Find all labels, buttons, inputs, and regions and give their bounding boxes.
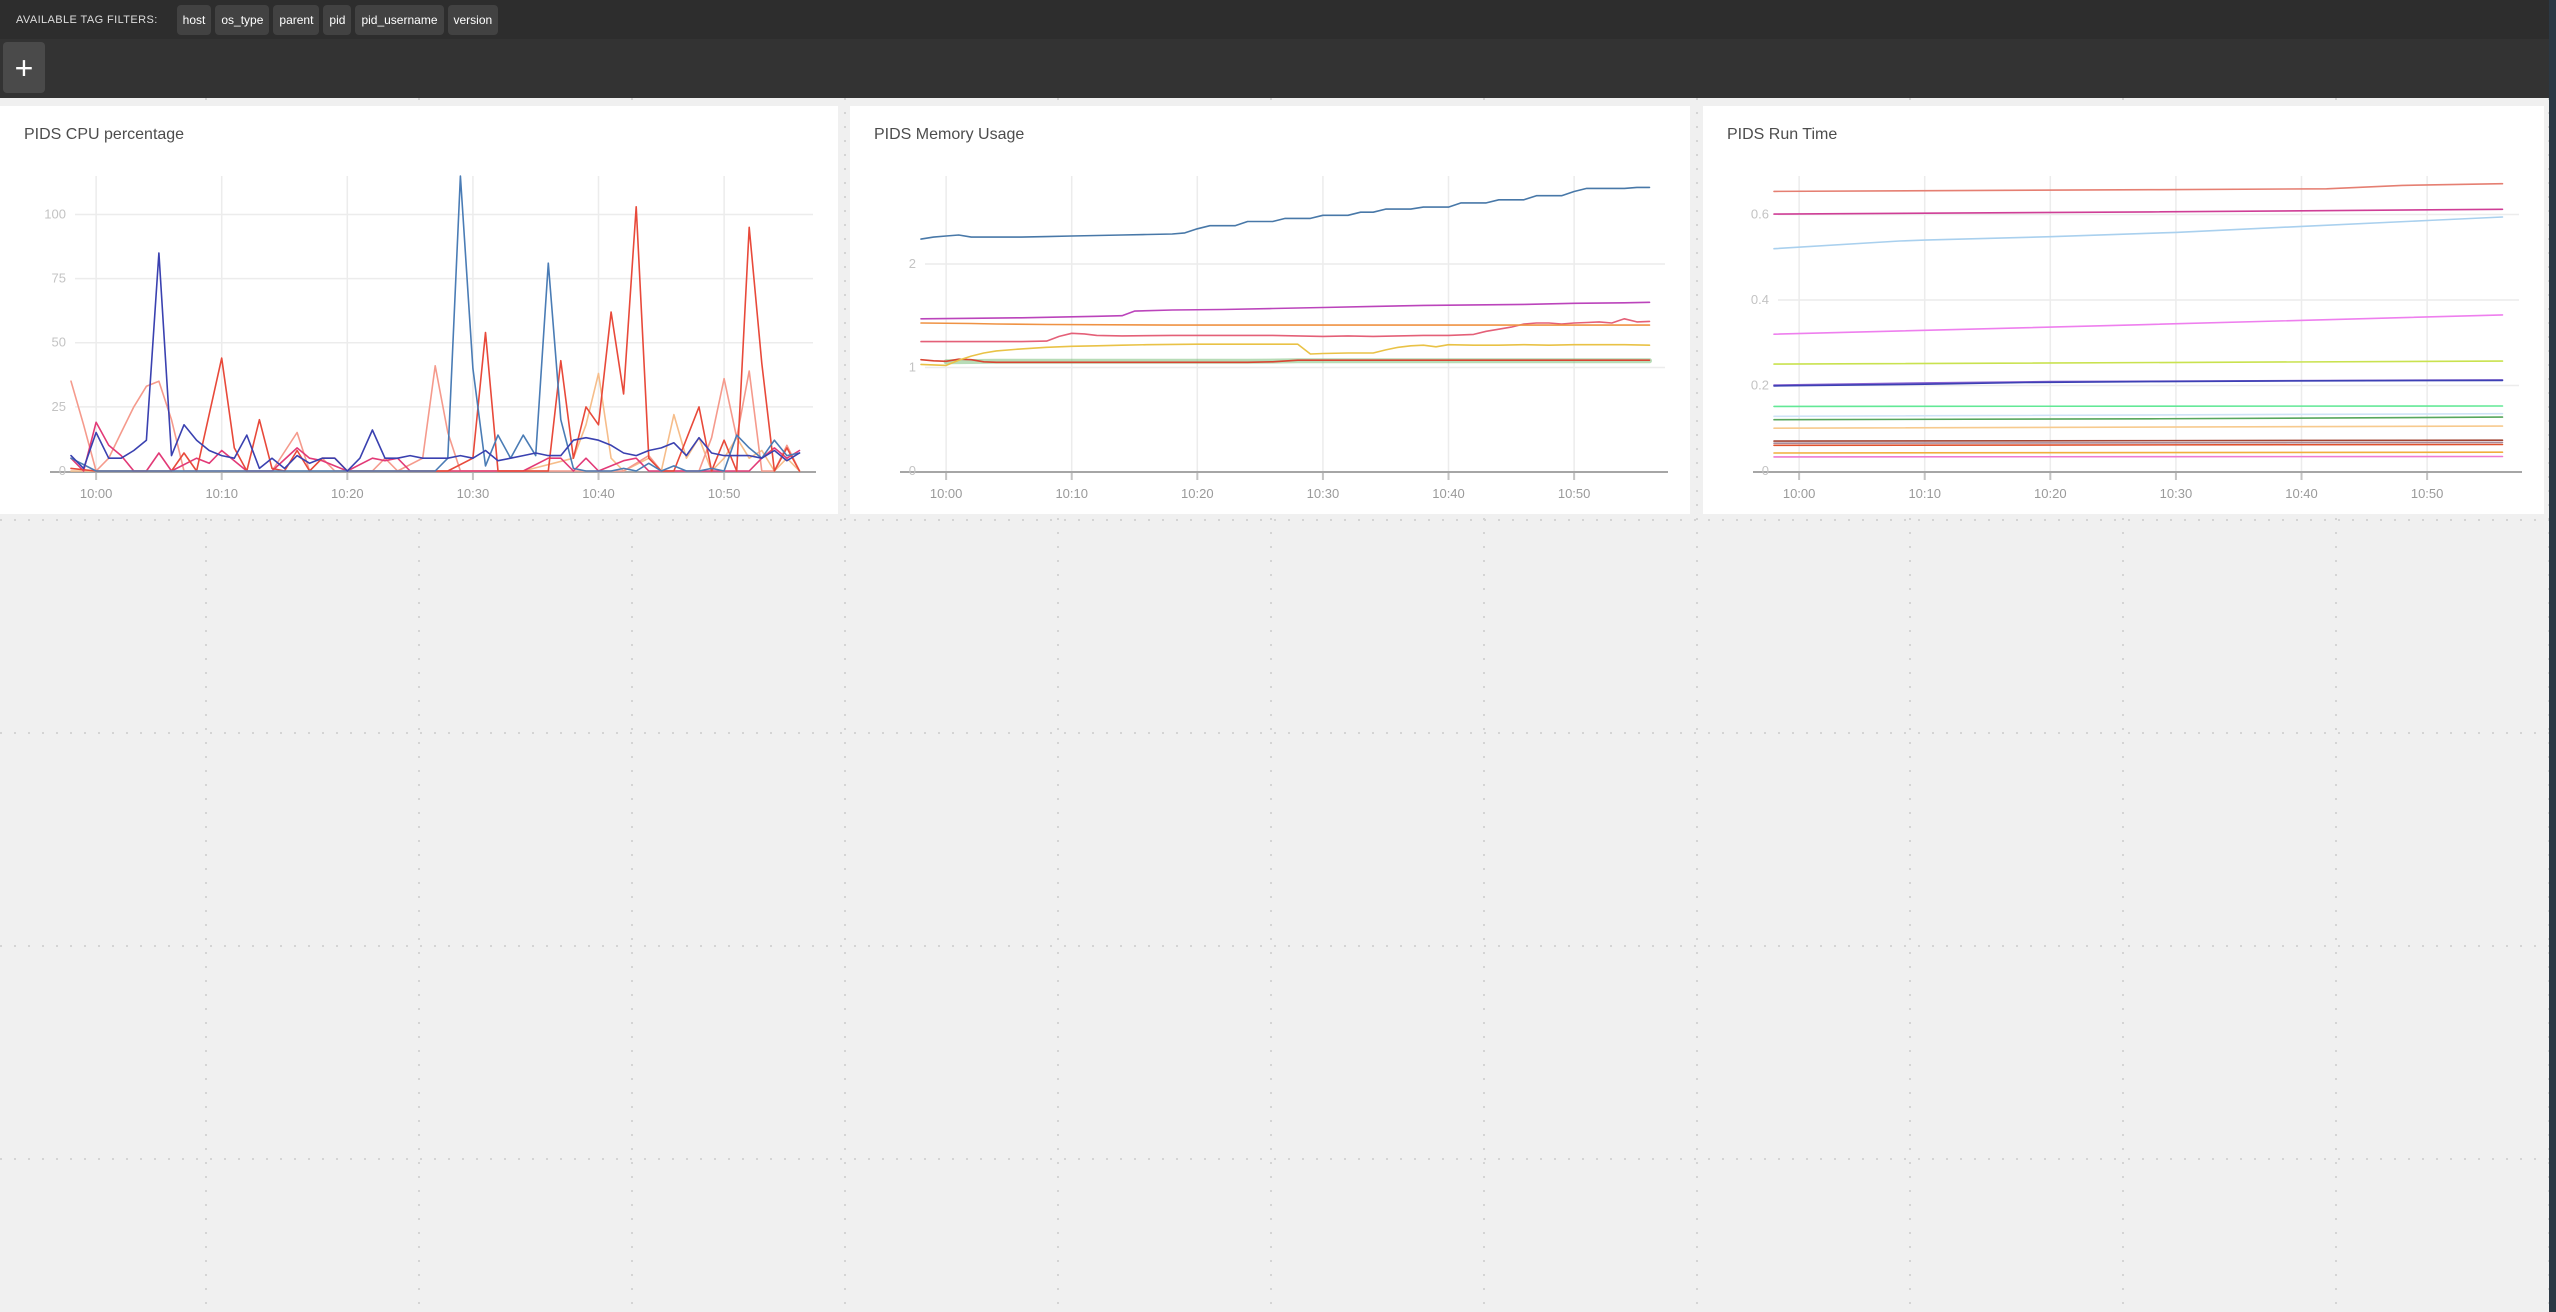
tag-filter-button-pid[interactable]: pid — [323, 4, 352, 35]
series-steel-blue — [70, 175, 801, 472]
series-yellow-green — [1773, 360, 2504, 365]
memory-usage-chart: 10:00 10:10 10:20 10:30 10:40 10:50 0 1 2 — [900, 176, 1668, 501]
series-navy — [1773, 379, 2504, 387]
x-tick-label: 10:30 — [2160, 486, 2193, 501]
tag-filter-button-version[interactable]: version — [447, 4, 499, 35]
x-tick-label: 10:40 — [1432, 486, 1465, 501]
x-tick-label: 10:50 — [2411, 486, 2444, 501]
tag-filter-bar: AVAILABLE TAG FILTERS: host os_type parent… — [0, 0, 2556, 39]
run-time-chart: 10:00 10:10 10:20 10:30 10:40 10:50 0 0.2 0.4 0.6 — [1751, 176, 2522, 501]
x-tick-label: 10:20 — [331, 486, 364, 501]
background-grid-dotted-line — [1909, 98, 1911, 1312]
background-grid-dotted-line — [0, 1158, 2556, 1160]
cpu-percentage-chart: 10:00 10:10 10:20 10:30 10:40 10:50 0 25 50 75 100 — [44, 175, 816, 501]
series-salmon-red — [1773, 182, 2504, 193]
background-grid-dotted-line — [205, 98, 207, 1312]
background-grid-dotted-line — [1696, 98, 1698, 1312]
series-blue — [920, 186, 1651, 240]
chart-title: PIDS Run Time — [1727, 126, 1838, 143]
chart-title: PIDS CPU percentage — [24, 126, 185, 143]
x-tick-label: 10:30 — [457, 486, 490, 501]
series-salmon — [70, 364, 801, 472]
tag-filter-button-host[interactable]: host — [176, 4, 212, 35]
dashboard-grid: PIDS CPU percentage 10:00 10:10 10:20 10:30… — [0, 98, 2556, 1312]
series-orange-red — [1773, 443, 2504, 447]
series-orange — [920, 322, 1651, 326]
background-grid-dotted-line — [2122, 98, 2124, 1312]
tag-filter-button-os_type[interactable]: os_type — [215, 4, 270, 35]
x-tick-label: 10:40 — [2285, 486, 2318, 501]
right-edge-scrollbar[interactable] — [2549, 0, 2556, 1312]
series-light-blue — [1773, 216, 2504, 250]
x-tick-label: 10:30 — [1307, 486, 1340, 501]
series-gold — [920, 343, 1651, 367]
background-grid-dotted-line — [0, 945, 2556, 947]
tag-filter-list: host os_type parent pid pid_username version — [176, 4, 499, 35]
y-tick-label: 25 — [52, 399, 66, 414]
y-tick-label: 75 — [52, 271, 66, 286]
x-tick-label: 10:20 — [1181, 486, 1214, 501]
series-maroon — [1773, 439, 2504, 442]
series-violet — [1773, 314, 2504, 335]
background-grid-dotted-line — [2335, 98, 2337, 1312]
y-tick-label: 0.2 — [1751, 377, 1769, 392]
background-grid-dotted-line — [631, 98, 633, 1312]
series-pink-red — [920, 318, 1651, 343]
x-tick-label: 10:00 — [930, 486, 963, 501]
series-pale-blue — [1773, 412, 2504, 418]
x-tick-label: 10:00 — [80, 486, 113, 501]
tag-filter-button-parent[interactable]: parent — [273, 4, 320, 35]
background-grid-dotted-line — [1270, 98, 1272, 1312]
x-tick-label: 10:50 — [708, 486, 741, 501]
dashboard-toolbar: + — [0, 39, 2556, 98]
background-grid-dotted-line — [0, 732, 2556, 734]
series-red — [70, 206, 801, 472]
tag-filter-bar-label: AVAILABLE TAG FILTERS: — [16, 13, 158, 26]
panel-run-time[interactable]: PIDS Run Time 10:00 10:10 10:20 10:30 10:40 1… — [1703, 106, 2544, 514]
x-tick-label: 10:10 — [205, 486, 238, 501]
series-green — [1773, 416, 2504, 421]
tag-filter-button-pid_username[interactable]: pid_username — [355, 4, 444, 35]
x-tick-label: 10:40 — [582, 486, 615, 501]
series-magenta — [920, 301, 1651, 320]
y-tick-label: 100 — [44, 206, 66, 221]
background-grid-dotted-line — [418, 98, 420, 1312]
y-tick-label: 0.6 — [1751, 206, 1769, 221]
series-crimson — [1773, 208, 2504, 215]
series-light-orange — [1773, 425, 2504, 430]
x-tick-label: 10:20 — [2034, 486, 2067, 501]
y-tick-label: 1 — [909, 359, 916, 374]
background-grid-dotted-line — [844, 98, 846, 1312]
panel-cpu-percentage[interactable]: PIDS CPU percentage 10:00 10:10 10:20 10:30… — [0, 106, 838, 514]
y-tick-label: 0 — [1762, 463, 1769, 478]
series-mauve — [1773, 441, 2504, 445]
panel-memory-usage[interactable]: PIDS Memory Usage 10:00 10:10 10:20 10:30 10… — [850, 106, 1690, 514]
x-tick-label: 10:10 — [1908, 486, 1941, 501]
x-tick-label: 10:00 — [1783, 486, 1816, 501]
add-panel-button[interactable]: + — [3, 42, 45, 93]
chart-title: PIDS Memory Usage — [874, 126, 1025, 143]
background-grid-dotted-line — [0, 519, 2556, 521]
background-grid-dotted-line — [1057, 98, 1059, 1312]
series-gold — [1773, 451, 2504, 454]
x-tick-label: 10:10 — [1055, 486, 1088, 501]
y-tick-label: 0 — [59, 463, 66, 478]
y-tick-label: 0.4 — [1751, 292, 1769, 307]
series-navy — [70, 252, 801, 472]
y-tick-label: 2 — [909, 256, 916, 271]
y-tick-label: 0 — [909, 463, 916, 478]
y-tick-label: 50 — [52, 335, 66, 350]
background-grid-dotted-line — [1483, 98, 1485, 1312]
x-tick-label: 10:50 — [1558, 486, 1591, 501]
